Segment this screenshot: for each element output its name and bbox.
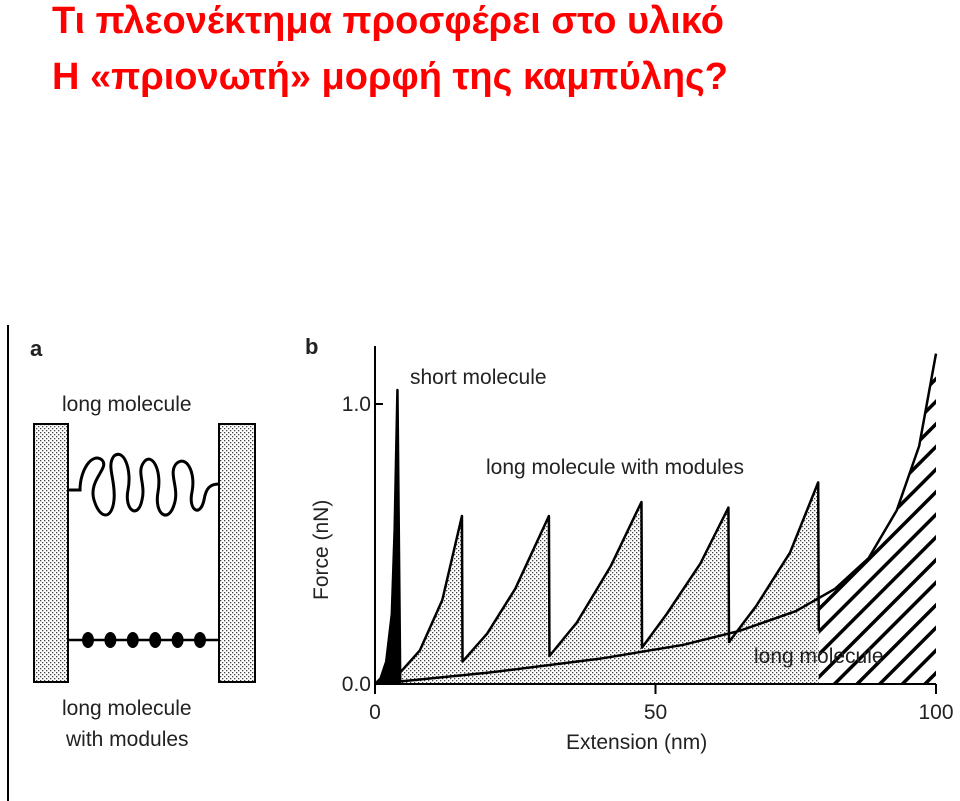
long-molecule-chain: [68, 452, 220, 517]
module-bead: [126, 632, 139, 648]
area-long-molecule-with-modules: [375, 482, 819, 684]
module-bead: [194, 632, 206, 648]
right-clamp: [218, 423, 256, 683]
series-long-molecule-with-modules: [374, 481, 821, 686]
panel-b: b 0.0 1.0 0 50 100 Extension (nm) Force (nN…: [305, 334, 954, 754]
area-short-molecule: [375, 390, 401, 684]
panel-a-bottom-label-1: long molecule: [62, 697, 192, 720]
annotation-long-molecule: long molecule: [754, 645, 884, 668]
series-long-molecule: [374, 353, 938, 686]
y-ticks: 0.0 1.0: [342, 393, 383, 696]
y-axis-label: Force (nN): [310, 500, 333, 600]
x-tick-label: 50: [644, 701, 667, 724]
chart-lines: [374, 353, 938, 686]
left-clamp: [33, 423, 69, 683]
x-tick-label: 0: [369, 701, 381, 724]
chart-areas: [375, 353, 936, 684]
x-tick-label: 100: [918, 701, 953, 724]
x-ticks: 0 50 100: [369, 684, 954, 724]
panel-a: a long molecule long molecule with modul…: [30, 336, 256, 751]
panel-a-bottom-label-2: with modules: [65, 728, 189, 751]
module-bead: [171, 632, 184, 648]
slide-title-line-1: Τι πλεονέκτημα προσφέρει στο υλικό: [52, 0, 724, 42]
module-bead: [104, 632, 117, 648]
annotation-modules: long molecule with modules: [486, 456, 744, 479]
annotation-short-molecule: short molecule: [410, 366, 547, 389]
panel-b-letter: b: [305, 334, 318, 359]
area-long-molecule: [375, 353, 936, 684]
module-bead: [82, 632, 94, 648]
y-tick-label: 0.0: [342, 673, 371, 696]
x-axis-label: Extension (nm): [566, 731, 707, 754]
series-short-molecule: [374, 388, 402, 685]
panel-a-top-label: long molecule: [62, 393, 192, 416]
panel-a-letter: a: [30, 336, 43, 361]
module-bead: [149, 632, 162, 648]
slide-title-line-2: Η «πριονωτή» μορφή της καμπύλης?: [52, 56, 729, 98]
y-tick-label: 1.0: [342, 393, 371, 416]
module-beads: [82, 632, 206, 648]
